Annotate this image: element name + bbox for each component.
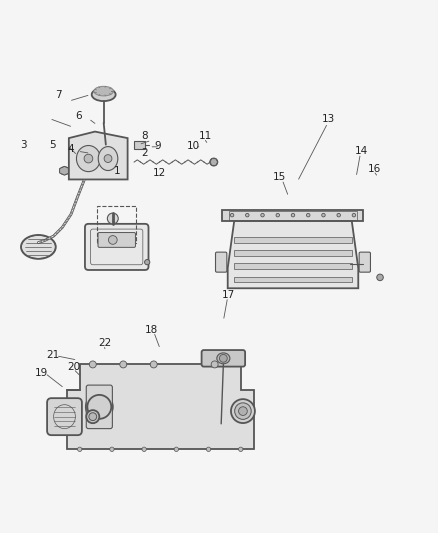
Polygon shape: [234, 263, 352, 269]
FancyBboxPatch shape: [85, 224, 148, 270]
Ellipse shape: [230, 213, 234, 217]
Text: 9: 9: [155, 141, 161, 150]
Text: 17: 17: [222, 290, 235, 300]
Text: 12: 12: [152, 168, 166, 178]
Ellipse shape: [94, 86, 113, 96]
Text: 20: 20: [67, 362, 81, 373]
Text: 18: 18: [145, 325, 158, 335]
Ellipse shape: [98, 147, 118, 171]
Ellipse shape: [150, 361, 157, 368]
Text: 14: 14: [355, 146, 368, 156]
Polygon shape: [234, 237, 352, 243]
FancyBboxPatch shape: [86, 385, 113, 429]
Ellipse shape: [109, 236, 117, 244]
Text: 16: 16: [368, 164, 381, 174]
Ellipse shape: [21, 235, 56, 259]
Ellipse shape: [142, 447, 146, 451]
Ellipse shape: [87, 395, 111, 419]
Ellipse shape: [362, 261, 367, 266]
Text: 22: 22: [99, 338, 112, 348]
Text: 8: 8: [142, 131, 148, 141]
FancyBboxPatch shape: [215, 252, 227, 272]
FancyBboxPatch shape: [359, 252, 371, 272]
Ellipse shape: [92, 88, 116, 101]
Ellipse shape: [107, 213, 118, 224]
Ellipse shape: [217, 353, 230, 364]
Text: 3: 3: [20, 140, 26, 150]
Ellipse shape: [352, 213, 356, 217]
Ellipse shape: [78, 447, 82, 451]
Ellipse shape: [377, 274, 383, 281]
Ellipse shape: [239, 407, 247, 415]
FancyBboxPatch shape: [47, 398, 82, 435]
Text: 19: 19: [35, 368, 48, 378]
Ellipse shape: [77, 146, 100, 172]
Ellipse shape: [337, 213, 340, 217]
Text: 7: 7: [55, 90, 61, 100]
FancyBboxPatch shape: [134, 141, 145, 149]
Ellipse shape: [231, 399, 255, 423]
Ellipse shape: [291, 213, 295, 217]
Ellipse shape: [89, 413, 97, 421]
FancyBboxPatch shape: [201, 350, 245, 367]
Text: 13: 13: [322, 114, 336, 124]
Ellipse shape: [86, 393, 113, 421]
Polygon shape: [60, 166, 69, 175]
Text: 1: 1: [113, 166, 120, 176]
Ellipse shape: [210, 158, 218, 166]
Polygon shape: [223, 210, 364, 221]
Text: 6: 6: [75, 111, 82, 122]
Ellipse shape: [206, 447, 211, 451]
Ellipse shape: [211, 361, 218, 368]
Ellipse shape: [90, 398, 109, 416]
Ellipse shape: [322, 213, 325, 217]
Text: 15: 15: [273, 172, 286, 182]
FancyBboxPatch shape: [98, 232, 135, 247]
Polygon shape: [234, 251, 352, 256]
Ellipse shape: [307, 213, 310, 217]
Bar: [97, 206, 136, 243]
Ellipse shape: [86, 410, 99, 423]
Ellipse shape: [104, 155, 112, 163]
Ellipse shape: [95, 403, 103, 411]
Polygon shape: [228, 221, 358, 288]
Text: 5: 5: [49, 140, 56, 150]
Ellipse shape: [99, 145, 112, 153]
Text: 10: 10: [186, 141, 199, 150]
Polygon shape: [234, 277, 352, 282]
Polygon shape: [210, 159, 218, 165]
Ellipse shape: [84, 154, 93, 163]
Ellipse shape: [239, 447, 243, 451]
Ellipse shape: [235, 403, 251, 419]
Text: 4: 4: [68, 144, 74, 154]
Ellipse shape: [110, 447, 114, 451]
Polygon shape: [67, 365, 254, 449]
Ellipse shape: [145, 260, 150, 265]
Ellipse shape: [276, 213, 279, 217]
Ellipse shape: [261, 213, 264, 217]
Ellipse shape: [89, 361, 96, 368]
Text: 2: 2: [142, 148, 148, 158]
Text: 21: 21: [46, 350, 60, 360]
Ellipse shape: [174, 447, 179, 451]
Ellipse shape: [246, 213, 249, 217]
Ellipse shape: [120, 361, 127, 368]
Polygon shape: [69, 132, 127, 180]
Ellipse shape: [219, 354, 227, 362]
Text: 11: 11: [198, 131, 212, 141]
Ellipse shape: [60, 167, 69, 175]
